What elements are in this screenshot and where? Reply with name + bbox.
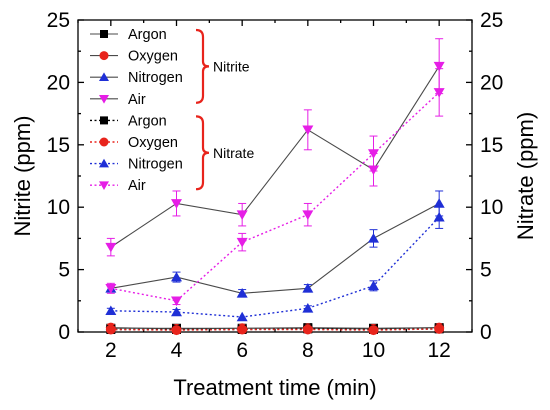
data-point xyxy=(171,325,182,336)
data-point xyxy=(302,324,313,335)
y-axis-right-title: Nitrate (ppm) xyxy=(513,112,538,240)
y-right-tick-label: 10 xyxy=(480,196,503,219)
legend-marker xyxy=(99,95,109,104)
data-point xyxy=(171,271,182,282)
data-point xyxy=(302,210,314,220)
y-left-tick-label: 0 xyxy=(58,321,70,344)
data-point xyxy=(368,233,379,243)
legend-marker xyxy=(100,116,108,125)
data-point xyxy=(368,149,379,159)
series-line xyxy=(110,91,440,302)
legend-label: Nitrogen xyxy=(128,70,183,86)
data-point xyxy=(105,284,117,294)
group-brace xyxy=(195,115,210,191)
series-line xyxy=(110,328,440,331)
data-point xyxy=(236,311,248,322)
x-tick-label: 4 xyxy=(171,339,183,362)
y-axis-left-title: Nitrite (ppm) xyxy=(10,115,35,236)
legend-label: Air xyxy=(128,178,146,194)
data-point xyxy=(302,125,314,136)
y-right-tick-label: 25 xyxy=(480,9,503,32)
legend-label: Argon xyxy=(128,27,167,43)
legend-label: Argon xyxy=(128,113,167,129)
group-label: Nitrate xyxy=(213,145,254,161)
legend-marker xyxy=(99,137,109,147)
series-line xyxy=(110,202,440,294)
legend-marker xyxy=(100,30,108,38)
series-line xyxy=(110,216,440,318)
group-label: Nitrite xyxy=(213,58,250,74)
data-point xyxy=(105,324,116,335)
y-left-tick-label: 20 xyxy=(47,71,70,94)
data-point xyxy=(368,280,379,291)
x-tick-label: 10 xyxy=(362,339,385,362)
data-point xyxy=(171,296,182,307)
plot-frame xyxy=(77,19,473,333)
y-left-tick-label: 15 xyxy=(47,134,70,157)
data-point xyxy=(433,211,445,222)
data-point xyxy=(434,323,445,334)
y-right-tick-label: 0 xyxy=(480,321,492,344)
x-tick-label: 2 xyxy=(105,339,117,362)
y-left-tick-label: 25 xyxy=(47,9,70,32)
group-brace xyxy=(195,28,210,104)
data-point xyxy=(433,198,445,208)
data-point xyxy=(302,303,314,313)
x-tick-label: 12 xyxy=(427,339,450,362)
data-point xyxy=(302,283,314,293)
series-nitrate-air xyxy=(105,68,445,307)
legend-label: Oxygen xyxy=(128,49,178,65)
series-nitrate-oxygen xyxy=(105,323,445,336)
legend-marker xyxy=(99,72,109,81)
data-point xyxy=(236,288,248,298)
data-point xyxy=(171,306,182,317)
y-left-tick-label: 5 xyxy=(58,259,70,282)
series-nitrite-nitrogen xyxy=(105,190,445,298)
legend-label: Air xyxy=(128,92,146,108)
y-right-tick-label: 20 xyxy=(480,71,503,94)
y-left-tick-label: 10 xyxy=(47,196,70,219)
data-point xyxy=(236,210,248,220)
data-point xyxy=(433,61,445,72)
series-nitrate-nitrogen xyxy=(105,205,445,322)
data-point xyxy=(237,324,248,335)
data-point xyxy=(105,305,117,316)
series-line xyxy=(110,65,440,248)
y-right-tick-label: 15 xyxy=(480,134,503,157)
data-point xyxy=(433,88,445,98)
y-right-tick-label: 5 xyxy=(480,259,492,282)
data-point xyxy=(236,237,248,248)
legend-marker xyxy=(99,181,109,190)
legend: Argon Oxygen Nitrogen Air Argon Oxygen Nitroge… xyxy=(90,27,254,194)
data-point xyxy=(105,242,117,253)
legend-label: Oxygen xyxy=(128,135,178,151)
series-layer xyxy=(105,38,445,336)
legend-marker xyxy=(99,158,109,168)
data-point xyxy=(171,199,182,209)
legend-marker xyxy=(99,51,109,61)
x-tick-label: 6 xyxy=(236,339,248,362)
series-line xyxy=(110,327,440,330)
x-axis-title: Treatment time (min) xyxy=(173,375,376,400)
legend-label: Nitrogen xyxy=(128,157,183,173)
data-point xyxy=(368,325,379,336)
x-tick-label: 8 xyxy=(302,339,314,362)
